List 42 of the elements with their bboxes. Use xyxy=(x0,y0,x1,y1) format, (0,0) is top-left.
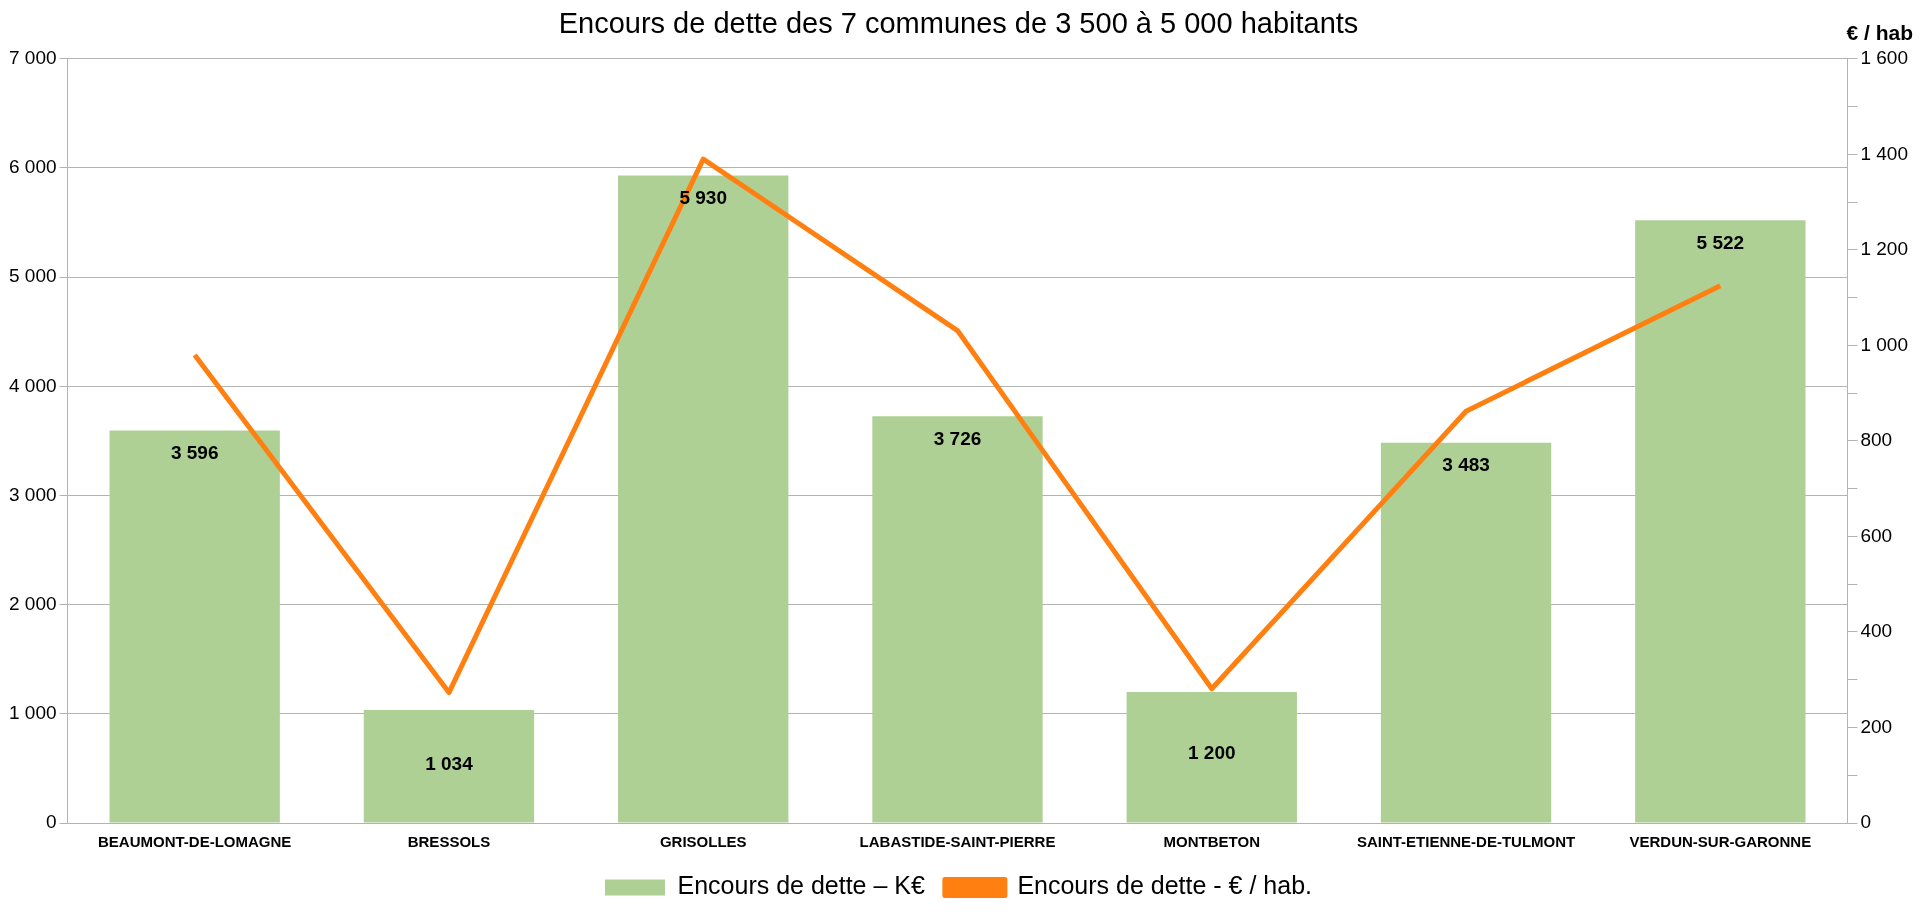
y-tick-label: 4 000 xyxy=(9,374,57,396)
y2-tick-label: 800 xyxy=(1860,429,1893,451)
y-tick-label: 0 xyxy=(45,811,57,833)
y-tick-label: 1 000 xyxy=(9,702,57,724)
y-tick-label: 7 000 xyxy=(9,47,57,69)
legend-label: Encours de dette – K€ xyxy=(677,871,925,900)
y2-tick-label: 200 xyxy=(1860,715,1893,737)
bar xyxy=(1635,220,1806,823)
bar xyxy=(1126,691,1297,823)
y2-tick-label: 1 400 xyxy=(1860,142,1908,164)
y-tick-label: 2 000 xyxy=(9,592,57,614)
data-label: 1 200 xyxy=(1188,741,1236,763)
x-tick-label: BEAUMONT-DE-LOMAGNE xyxy=(98,833,292,851)
data-label: 3 596 xyxy=(170,442,219,464)
data-label: 3 483 xyxy=(1442,454,1490,476)
x-tick-label: LABASTIDE-SAINT-PIERRE xyxy=(859,833,1056,851)
x-tick-label: BRESSOLS xyxy=(407,833,491,851)
bar xyxy=(872,416,1043,823)
y2-tick-label: 0 xyxy=(1860,811,1872,833)
y2-tick-label: 400 xyxy=(1860,620,1893,642)
y2-axis-title: € / hab xyxy=(1846,21,1913,45)
bar xyxy=(1380,442,1552,823)
y2-tick-label: 600 xyxy=(1860,524,1893,546)
y2-tick-label: 1 200 xyxy=(1860,238,1908,260)
bar xyxy=(109,430,280,823)
chart-title: Encours de dette des 7 communes de 3 500 à 5 000 habitants xyxy=(558,7,1359,40)
x-tick-label: VERDUN-SUR-GARONNE xyxy=(1629,833,1812,851)
y2-tick-label: 1 000 xyxy=(1860,333,1908,355)
legend-label: Encours de dette - € / hab. xyxy=(1017,871,1313,900)
x-tick-label: MONTBETON xyxy=(1163,833,1260,851)
data-label: 5 930 xyxy=(679,187,727,209)
data-label: 1 034 xyxy=(425,752,474,774)
y-tick-label: 5 000 xyxy=(9,265,57,287)
y-tick-label: 6 000 xyxy=(9,156,57,178)
data-label: 3 726 xyxy=(933,427,982,449)
bar xyxy=(618,175,789,823)
bar xyxy=(363,710,535,823)
data-label: 5 522 xyxy=(1696,231,1745,253)
y-tick-label: 3 000 xyxy=(9,483,57,505)
y2-tick-label: 1 600 xyxy=(1860,47,1908,69)
x-tick-label: SAINT-ETIENNE-DE-TULMONT xyxy=(1356,833,1576,851)
x-tick-label: GRISOLLES xyxy=(659,833,747,851)
